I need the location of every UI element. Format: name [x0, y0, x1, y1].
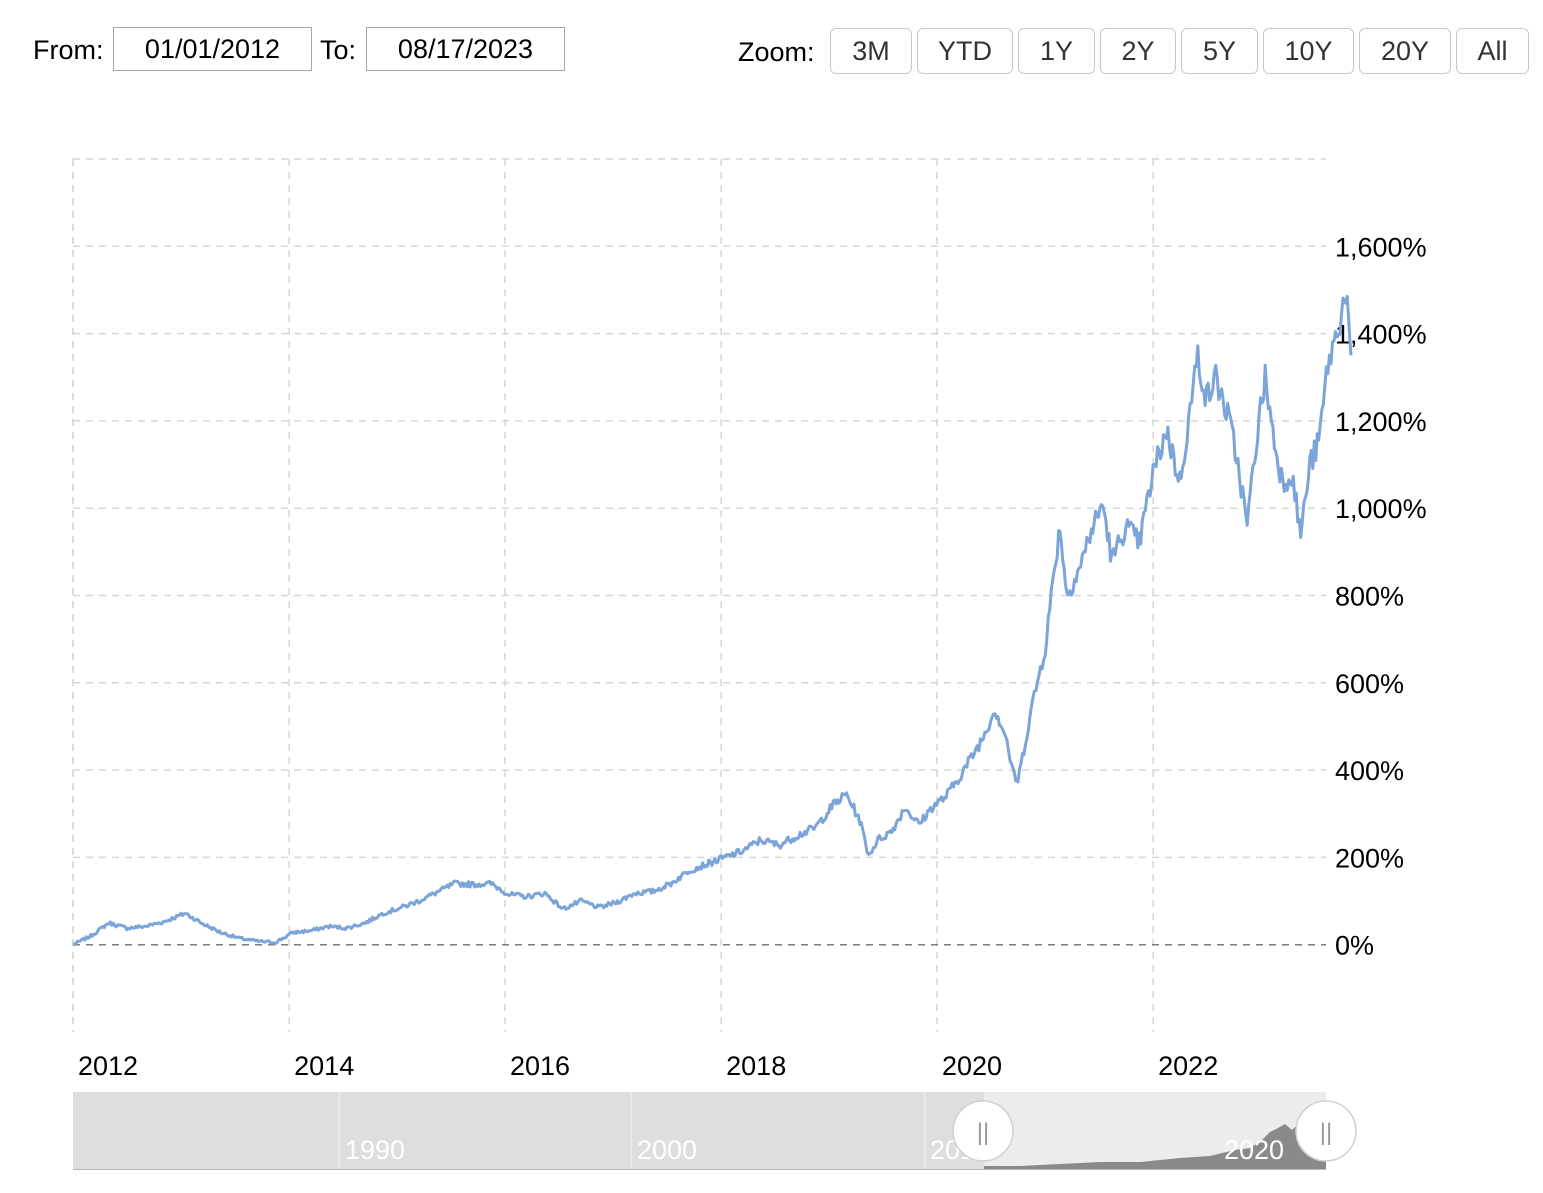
zoom-button-20y[interactable]: 20Y	[1359, 28, 1451, 74]
x-tick-label: 2014	[294, 1051, 354, 1081]
zoom-button-ytd[interactable]: YTD	[917, 28, 1013, 74]
x-tick-label: 2016	[510, 1051, 570, 1081]
zoom-button-10y[interactable]: 10Y	[1263, 28, 1354, 74]
navigator-year-label: 1990	[345, 1135, 405, 1165]
x-tick-label: 2022	[1158, 1051, 1218, 1081]
svg-text:||: ||	[1320, 1119, 1332, 1146]
zoom-button-3m[interactable]: 3M	[830, 28, 912, 74]
y-tick-label: 1,600%	[1335, 232, 1427, 262]
from-label: From:	[33, 35, 104, 65]
from-date-input[interactable]: 01/01/2012	[113, 27, 312, 71]
x-tick-label: 2018	[726, 1051, 786, 1081]
y-tick-label: 1,200%	[1335, 407, 1427, 437]
navigator-series-area	[984, 1118, 1326, 1170]
to-date-input[interactable]: 08/17/2023	[366, 27, 565, 71]
y-tick-label: 200%	[1335, 843, 1404, 873]
zoom-button-5y[interactable]: 5Y	[1181, 28, 1258, 74]
y-tick-label: 400%	[1335, 756, 1404, 786]
navigator-background	[73, 1092, 1326, 1170]
to-label: To:	[320, 35, 357, 65]
navigator-right-handle[interactable]: ||	[1295, 1100, 1357, 1162]
navigator-year-label: 2000	[637, 1135, 697, 1165]
navigator-selected-range[interactable]	[984, 1092, 1326, 1170]
svg-text:||: ||	[977, 1119, 989, 1146]
series-line	[72, 294, 1353, 946]
y-tick-label: 800%	[1335, 582, 1404, 612]
navigator-left-handle[interactable]: ||	[952, 1100, 1014, 1162]
zoom-button-1y[interactable]: 1Y	[1018, 28, 1095, 74]
zoom-button-all[interactable]: All	[1456, 28, 1529, 74]
performance-chart: 2012 2014 2016 2018 2020 2022 0% 200% 400% 600% 80…	[72, 158, 1427, 1081]
y-tick-label: 0%	[1335, 931, 1374, 961]
y-tick-label: 600%	[1335, 669, 1404, 699]
navigator-year-label: 2020	[1224, 1135, 1284, 1165]
x-tick-label: 2012	[78, 1051, 138, 1081]
zoom-button-2y[interactable]: 2Y	[1100, 28, 1176, 74]
y-tick-label: 1,000%	[1335, 494, 1427, 524]
x-tick-label: 2020	[942, 1051, 1002, 1081]
zoom-label: Zoom:	[738, 37, 815, 67]
